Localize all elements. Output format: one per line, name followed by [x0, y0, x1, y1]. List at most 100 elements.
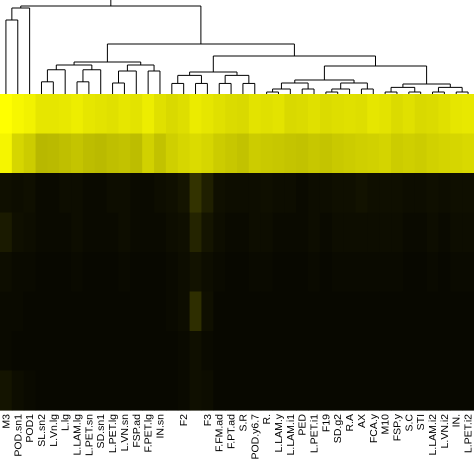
- heatmap-cell: [426, 133, 440, 174]
- heatmap-cell: [165, 331, 179, 372]
- heatmap-cell: [23, 291, 37, 332]
- column-label: F3: [202, 414, 214, 426]
- heatmap-cell: [296, 252, 309, 293]
- heatmap-cell: [331, 291, 345, 332]
- heatmap-cell: [402, 212, 416, 253]
- heatmap-cell: [118, 370, 131, 411]
- heatmap-cell: [331, 173, 345, 214]
- heatmap-cell: [118, 133, 131, 174]
- heatmap-cell: [165, 133, 179, 174]
- heatmap-cell: [118, 291, 131, 332]
- heatmap-cell: [237, 133, 250, 174]
- heatmap-cell: [414, 331, 428, 372]
- heatmap-cell: [118, 252, 131, 293]
- heatmap-cell: [319, 173, 333, 214]
- heatmap-cell: [142, 331, 155, 372]
- heatmap-cell: [391, 212, 404, 253]
- heatmap-cell: [296, 94, 309, 135]
- heatmap-cell: [462, 133, 474, 174]
- heatmap-cell: [106, 94, 120, 135]
- heatmap-cell: [130, 291, 143, 332]
- heatmap-cell: [402, 173, 416, 214]
- heatmap-cell: [165, 94, 179, 135]
- heatmap-cell: [71, 133, 84, 174]
- column-label: SD.g2: [332, 414, 344, 443]
- column-label: R.A: [344, 414, 356, 432]
- heatmap-cell: [11, 331, 25, 372]
- heatmap-cell: [272, 212, 285, 253]
- heatmap-cell: [355, 291, 368, 332]
- heatmap-cell: [391, 94, 404, 135]
- heatmap-cell: [71, 291, 84, 332]
- heatmap-cell: [272, 94, 285, 135]
- column-labels: M3 POD.sn1 POD1 SL.sn2 L.Vn.lg L.lg L.LAM.lg L.…: [0, 413, 474, 459]
- heatmap-cell: [47, 212, 60, 253]
- column-label: POD.sn1: [12, 414, 24, 457]
- heatmap-cell: [284, 370, 297, 411]
- heatmap-cell: [106, 212, 120, 253]
- heatmap-cell: [343, 173, 357, 214]
- column-label: F2: [178, 414, 190, 426]
- heatmap-cell: [237, 252, 250, 293]
- heatmap-cell: [201, 212, 214, 253]
- heatmap-cell: [189, 94, 203, 135]
- heatmap-cell: [59, 212, 72, 253]
- heatmap-cell: [0, 212, 13, 253]
- heatmap-cell: [225, 291, 238, 332]
- heatmap-cell: [367, 291, 380, 332]
- heatmap-cell: [248, 133, 262, 174]
- heatmap-cell: [308, 370, 321, 411]
- heatmap-cell: [343, 212, 357, 253]
- heatmap-cell: [154, 94, 167, 135]
- heatmap-cell: [462, 252, 474, 293]
- heatmap-cell: [225, 133, 238, 174]
- heatmap-cell: [189, 331, 203, 372]
- heatmap-cell: [343, 291, 357, 332]
- heatmap-cell: [308, 252, 321, 293]
- heatmap-cell: [130, 133, 143, 174]
- heatmap-cell: [391, 133, 404, 174]
- heatmap-cell: [71, 173, 84, 214]
- heatmap-cell: [272, 331, 285, 372]
- heatmap-cell: [130, 173, 143, 214]
- column-label: L.Vn.lg: [48, 414, 60, 447]
- heatmap-cell: [237, 94, 250, 135]
- heatmap-cell: [142, 133, 155, 174]
- heatmap-cell: [343, 331, 357, 372]
- column-label: SD.sn1: [95, 414, 107, 449]
- heatmap-cell: [142, 252, 155, 293]
- column-label: AX: [356, 414, 368, 428]
- column-label: L.VN.sn: [119, 414, 131, 452]
- heatmap-cell: [355, 173, 368, 214]
- heatmap-cell: [82, 370, 96, 411]
- heatmap-cell: [260, 370, 274, 411]
- heatmap-cell: [260, 94, 274, 135]
- heatmap-cell: [248, 212, 262, 253]
- heatmap-cell: [462, 291, 474, 332]
- heatmap-cell: [82, 331, 96, 372]
- heatmap-cell: [426, 212, 440, 253]
- heatmap-cell: [426, 252, 440, 293]
- heatmap-cell: [59, 291, 72, 332]
- heatmap-cell: [414, 370, 428, 411]
- heatmap-cell: [331, 331, 345, 372]
- heatmap-cell: [94, 370, 108, 411]
- heatmap-cell: [0, 291, 13, 332]
- column-label: IN.: [451, 414, 463, 427]
- heatmap-cell: [177, 252, 191, 293]
- column-label: FSP.y: [391, 413, 403, 441]
- heatmap-cell: [213, 173, 226, 214]
- heatmap-cell: [118, 173, 131, 214]
- heatmap-cell: [35, 133, 48, 174]
- heatmap-cell: [414, 252, 428, 293]
- heatmap-cell: [130, 94, 143, 135]
- heatmap-cell: [260, 291, 274, 332]
- heatmap-cell: [237, 212, 250, 253]
- heatmap-cell: [438, 252, 451, 293]
- heatmap-cell: [59, 173, 72, 214]
- heatmap-cell: [213, 331, 226, 372]
- heatmap-cell: [23, 370, 37, 411]
- heatmap-cell: [47, 252, 60, 293]
- heatmap-cell: [367, 173, 380, 214]
